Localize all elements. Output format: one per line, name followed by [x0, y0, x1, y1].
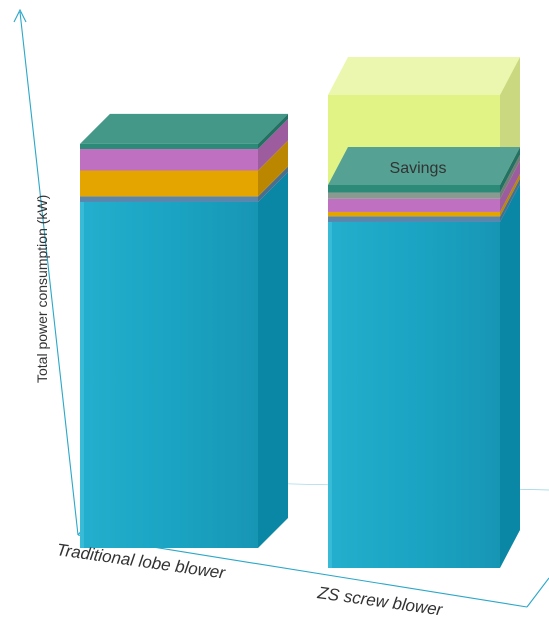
bars	[80, 57, 520, 569]
y-axis-arrow	[13, 8, 27, 23]
bar-1-segment-2-side	[500, 173, 520, 217]
bar-0-segment-0-front	[80, 201, 258, 549]
bar-1-segment-4-front	[328, 192, 500, 199]
y-axis-line	[19, 11, 79, 536]
bar-1-inner-top	[328, 146, 520, 185]
y-axis-label: Total power consumption (kW)	[34, 195, 50, 383]
bar-1-highlight	[328, 221, 332, 569]
bar-0-segment-4-front	[80, 143, 258, 150]
bar-1-segment-3-front	[328, 198, 500, 212]
bar-1-segment-4-side	[500, 154, 520, 199]
bar-1-segment-5-side	[500, 146, 520, 193]
bar-1-segment-0-side	[500, 183, 520, 569]
category-label-1: ZS screw blower	[315, 583, 444, 620]
bar-0-segment-2-front	[80, 170, 258, 197]
bar-1-segment-1-side	[500, 178, 520, 222]
bar-0-segment-1-front	[80, 196, 258, 202]
bar-0-segment-1-side	[258, 166, 288, 202]
bar-1-segment-3-side	[500, 160, 520, 212]
bar-0-segment-2-side	[258, 140, 288, 197]
bar-0-top	[80, 113, 288, 144]
floor-right-edge	[526, 577, 549, 608]
bar-0-highlight	[80, 201, 84, 549]
bar-0-segment-3-side	[258, 119, 288, 171]
bar-1-segment-2-front	[328, 211, 500, 217]
bar-0-segment-3-front	[80, 149, 258, 171]
bar-1-segment-1-front	[328, 216, 500, 222]
bar-1-segment-0-front	[328, 221, 500, 569]
bar-1	[328, 57, 520, 569]
bar-1-segment-5-front	[328, 184, 500, 193]
bar-1-top	[328, 57, 520, 95]
bar-0	[80, 113, 288, 549]
bar-0-segment-4-side	[258, 113, 288, 150]
savings-label: Savings	[390, 160, 447, 177]
bar-0-segment-0-side	[258, 171, 288, 549]
